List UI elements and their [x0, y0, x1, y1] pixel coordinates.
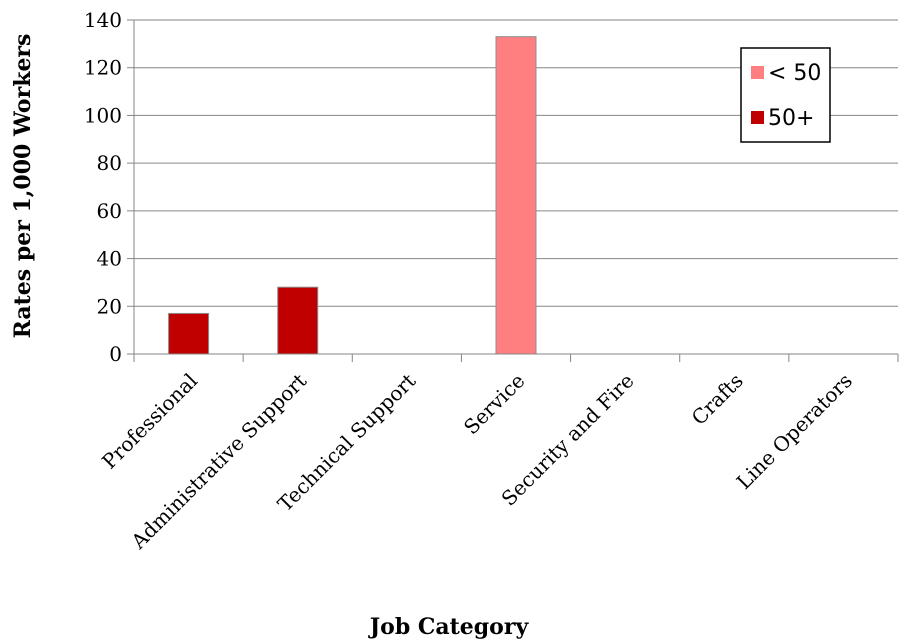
y-tick-label: 40: [97, 247, 122, 271]
y-tick-label: 60: [97, 199, 122, 223]
legend-label-50-plus: 50+: [768, 106, 814, 131]
y-axis-title: Rates per 1,000 Workers: [10, 34, 36, 339]
y-tick-label: 0: [109, 342, 122, 366]
y-tick-label: 20: [97, 294, 122, 318]
y-tick-label: 120: [84, 56, 122, 80]
legend-swatch-50-plus: [751, 111, 764, 124]
y-tick-label: 140: [84, 8, 122, 32]
bar-administrative-support: [277, 286, 319, 355]
axes: [133, 20, 899, 362]
x-axis-title: Job Category: [368, 614, 530, 640]
legend-swatch-under-50: [751, 66, 764, 79]
legend-box: [740, 47, 831, 143]
y-tick-labels: 0 20 40 60 80 100 120 140: [84, 8, 134, 366]
x-tick-label: Crafts: [687, 369, 748, 430]
y-tick-label: 100: [84, 103, 122, 127]
bar-service: [495, 36, 537, 355]
bar-professional: [168, 312, 210, 355]
y-tick-label: 80: [97, 151, 122, 175]
x-tick-label: Administrative Support: [126, 369, 312, 555]
x-tick-label: Line Operators: [732, 369, 857, 494]
x-tick-label: Service: [459, 369, 530, 440]
legend-label-under-50: < 50: [768, 61, 821, 86]
x-tick-label: Professional: [97, 369, 202, 474]
legend: < 50 50+: [740, 47, 831, 143]
